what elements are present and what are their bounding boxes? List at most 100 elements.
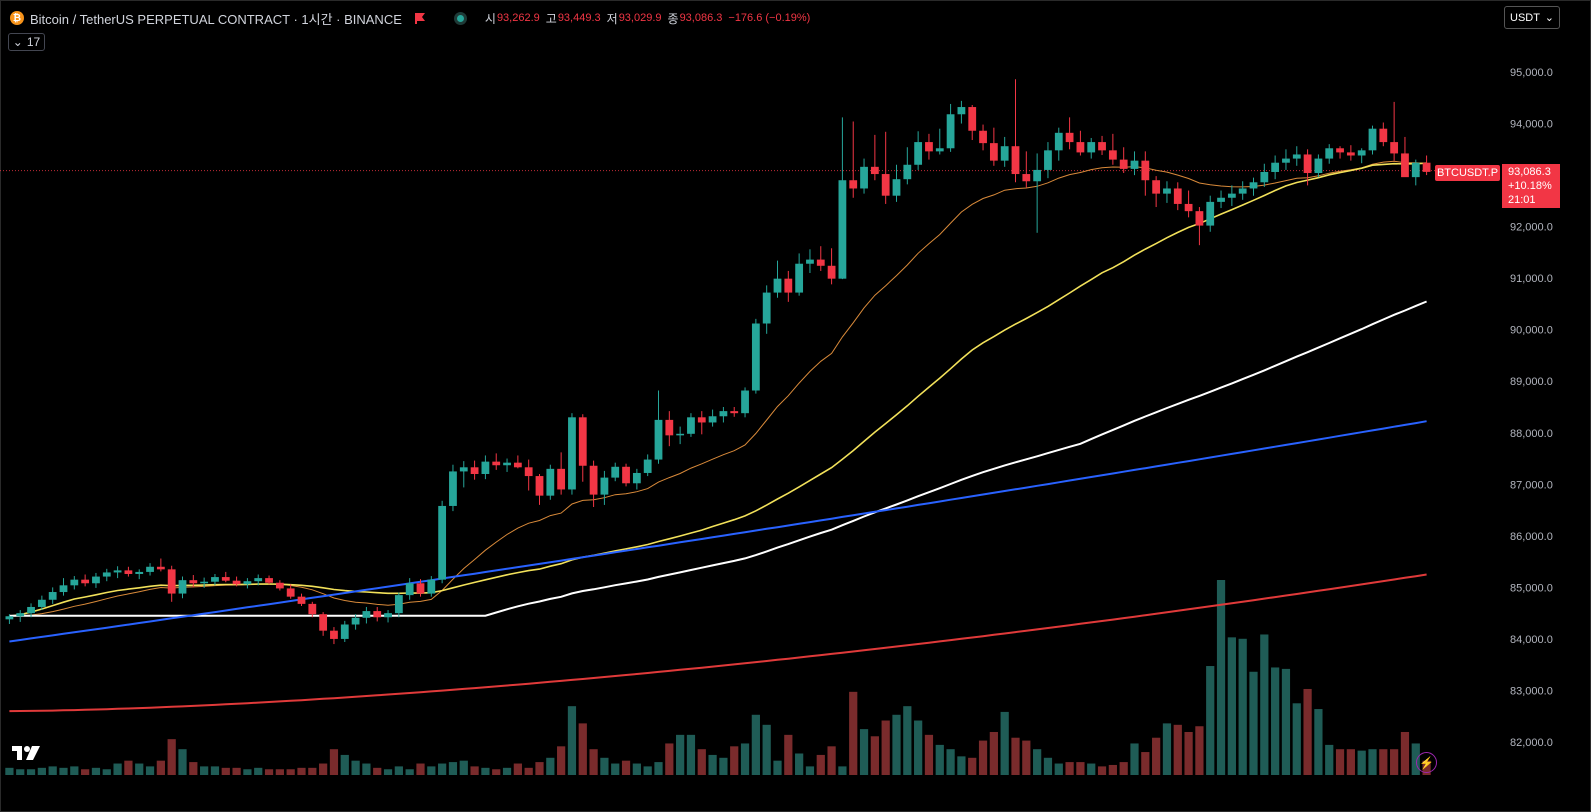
high-label: 고 [545,11,557,26]
candle-body [373,611,382,618]
candle-body [849,180,858,189]
volume-bar [135,763,144,775]
volume-bar [26,769,36,775]
candle-body [308,603,317,615]
candle-body [914,142,923,165]
candle-body [979,130,987,144]
y-tick-label: 87,000.0 [1510,479,1553,491]
volume-bar [1379,749,1388,775]
volume-bar [600,757,609,775]
volume-bar [1033,749,1042,775]
open-label: 시 [484,11,496,26]
y-tick-label: 89,000.0 [1510,376,1553,388]
y-tick-label: 85,000.0 [1510,582,1553,594]
candle-body [362,611,371,618]
y-tick-label: 83,000.0 [1510,685,1553,697]
volume-bar [762,724,771,775]
tradingview-logo-icon[interactable] [12,744,44,762]
candle-body [1033,169,1042,182]
symbol-title[interactable]: Bitcoin / TetherUS PERPETUAL CONTRACT · … [30,11,402,27]
volume-bar [859,729,869,775]
volume-bar [903,706,912,775]
volume-bar [524,767,533,775]
candle-body [1217,197,1225,202]
candle-body [27,606,35,614]
volume-bar [189,762,198,775]
volume-bar [1195,726,1204,775]
candle-body [946,114,955,149]
candle-body [838,180,847,279]
close-label: 종 [667,11,679,26]
candle-body [330,630,338,639]
y-tick-label: 88,000.0 [1510,428,1553,440]
volume-bar [481,767,490,775]
volume-bar [319,763,328,775]
volume-bar [870,736,879,775]
candle-body [37,599,46,607]
candle-body [405,583,414,596]
candle-body [5,616,14,620]
candle-body [935,148,944,152]
ma-line-red [9,573,1427,713]
candle-body [265,578,273,583]
candle-body [178,580,187,594]
volume-bar [1227,637,1236,775]
change-value: −176.6 (−0.19%) [728,12,811,24]
y-tick-label: 86,000.0 [1510,531,1553,543]
chevron-down-icon: ⌄ [1544,12,1554,24]
volume-bar [849,691,858,775]
candle-body [470,467,479,474]
indicators-collapse-button[interactable]: ⌄ 17 [8,33,45,51]
volume-bar [156,760,165,775]
candle-body [1022,174,1031,182]
volume-bar [665,743,674,775]
volume-bar [16,769,25,775]
volume-bar [1184,731,1193,775]
volume-bar [751,714,760,775]
candle-body [1184,203,1193,212]
volume-bar [914,720,923,775]
volume-bar [730,746,739,775]
market-status-icon[interactable] [453,11,467,25]
candle-body [643,459,652,473]
y-tick-label: 95,000.0 [1510,67,1553,79]
volume-bar [1173,724,1182,775]
candle-body [459,467,468,472]
volume-bar [1281,668,1291,775]
candle-body [665,419,674,436]
currency-select[interactable]: USDT ⌄ [1504,6,1560,29]
candle-body [102,572,111,577]
close-value: 93,086.3 [679,12,723,24]
volume-bar [827,746,836,775]
volume-bar [557,746,566,775]
flag-icon[interactable] [414,12,426,24]
candle-body [1292,154,1301,159]
volume-bar [632,763,641,775]
bitcoin-logo-icon: ₿ [10,11,24,25]
candle-body [741,390,749,414]
volume-bar [210,766,220,775]
volume-bar [221,767,230,775]
volume-bar [91,767,101,775]
lightning-icon[interactable]: ⚡ [1416,752,1437,773]
volume-bar [546,757,555,775]
volume-bar [1043,757,1053,775]
volume-bar [416,763,425,775]
candle-body [1422,162,1431,172]
candle-body [340,624,349,639]
volume-bar [113,763,122,775]
volume-bar [59,767,68,775]
volume-bar [362,763,371,775]
volume-bar [989,731,998,775]
volume-bar [719,757,728,775]
volume-bar [676,734,685,775]
volume-bar [686,734,696,775]
candle-body [1282,158,1290,163]
volume-bar [513,763,522,775]
volume-bar [1011,737,1020,775]
volume-bar [1249,671,1258,775]
volume-bar [275,769,284,775]
volume-bar [1152,737,1161,775]
candle-body [784,278,793,293]
